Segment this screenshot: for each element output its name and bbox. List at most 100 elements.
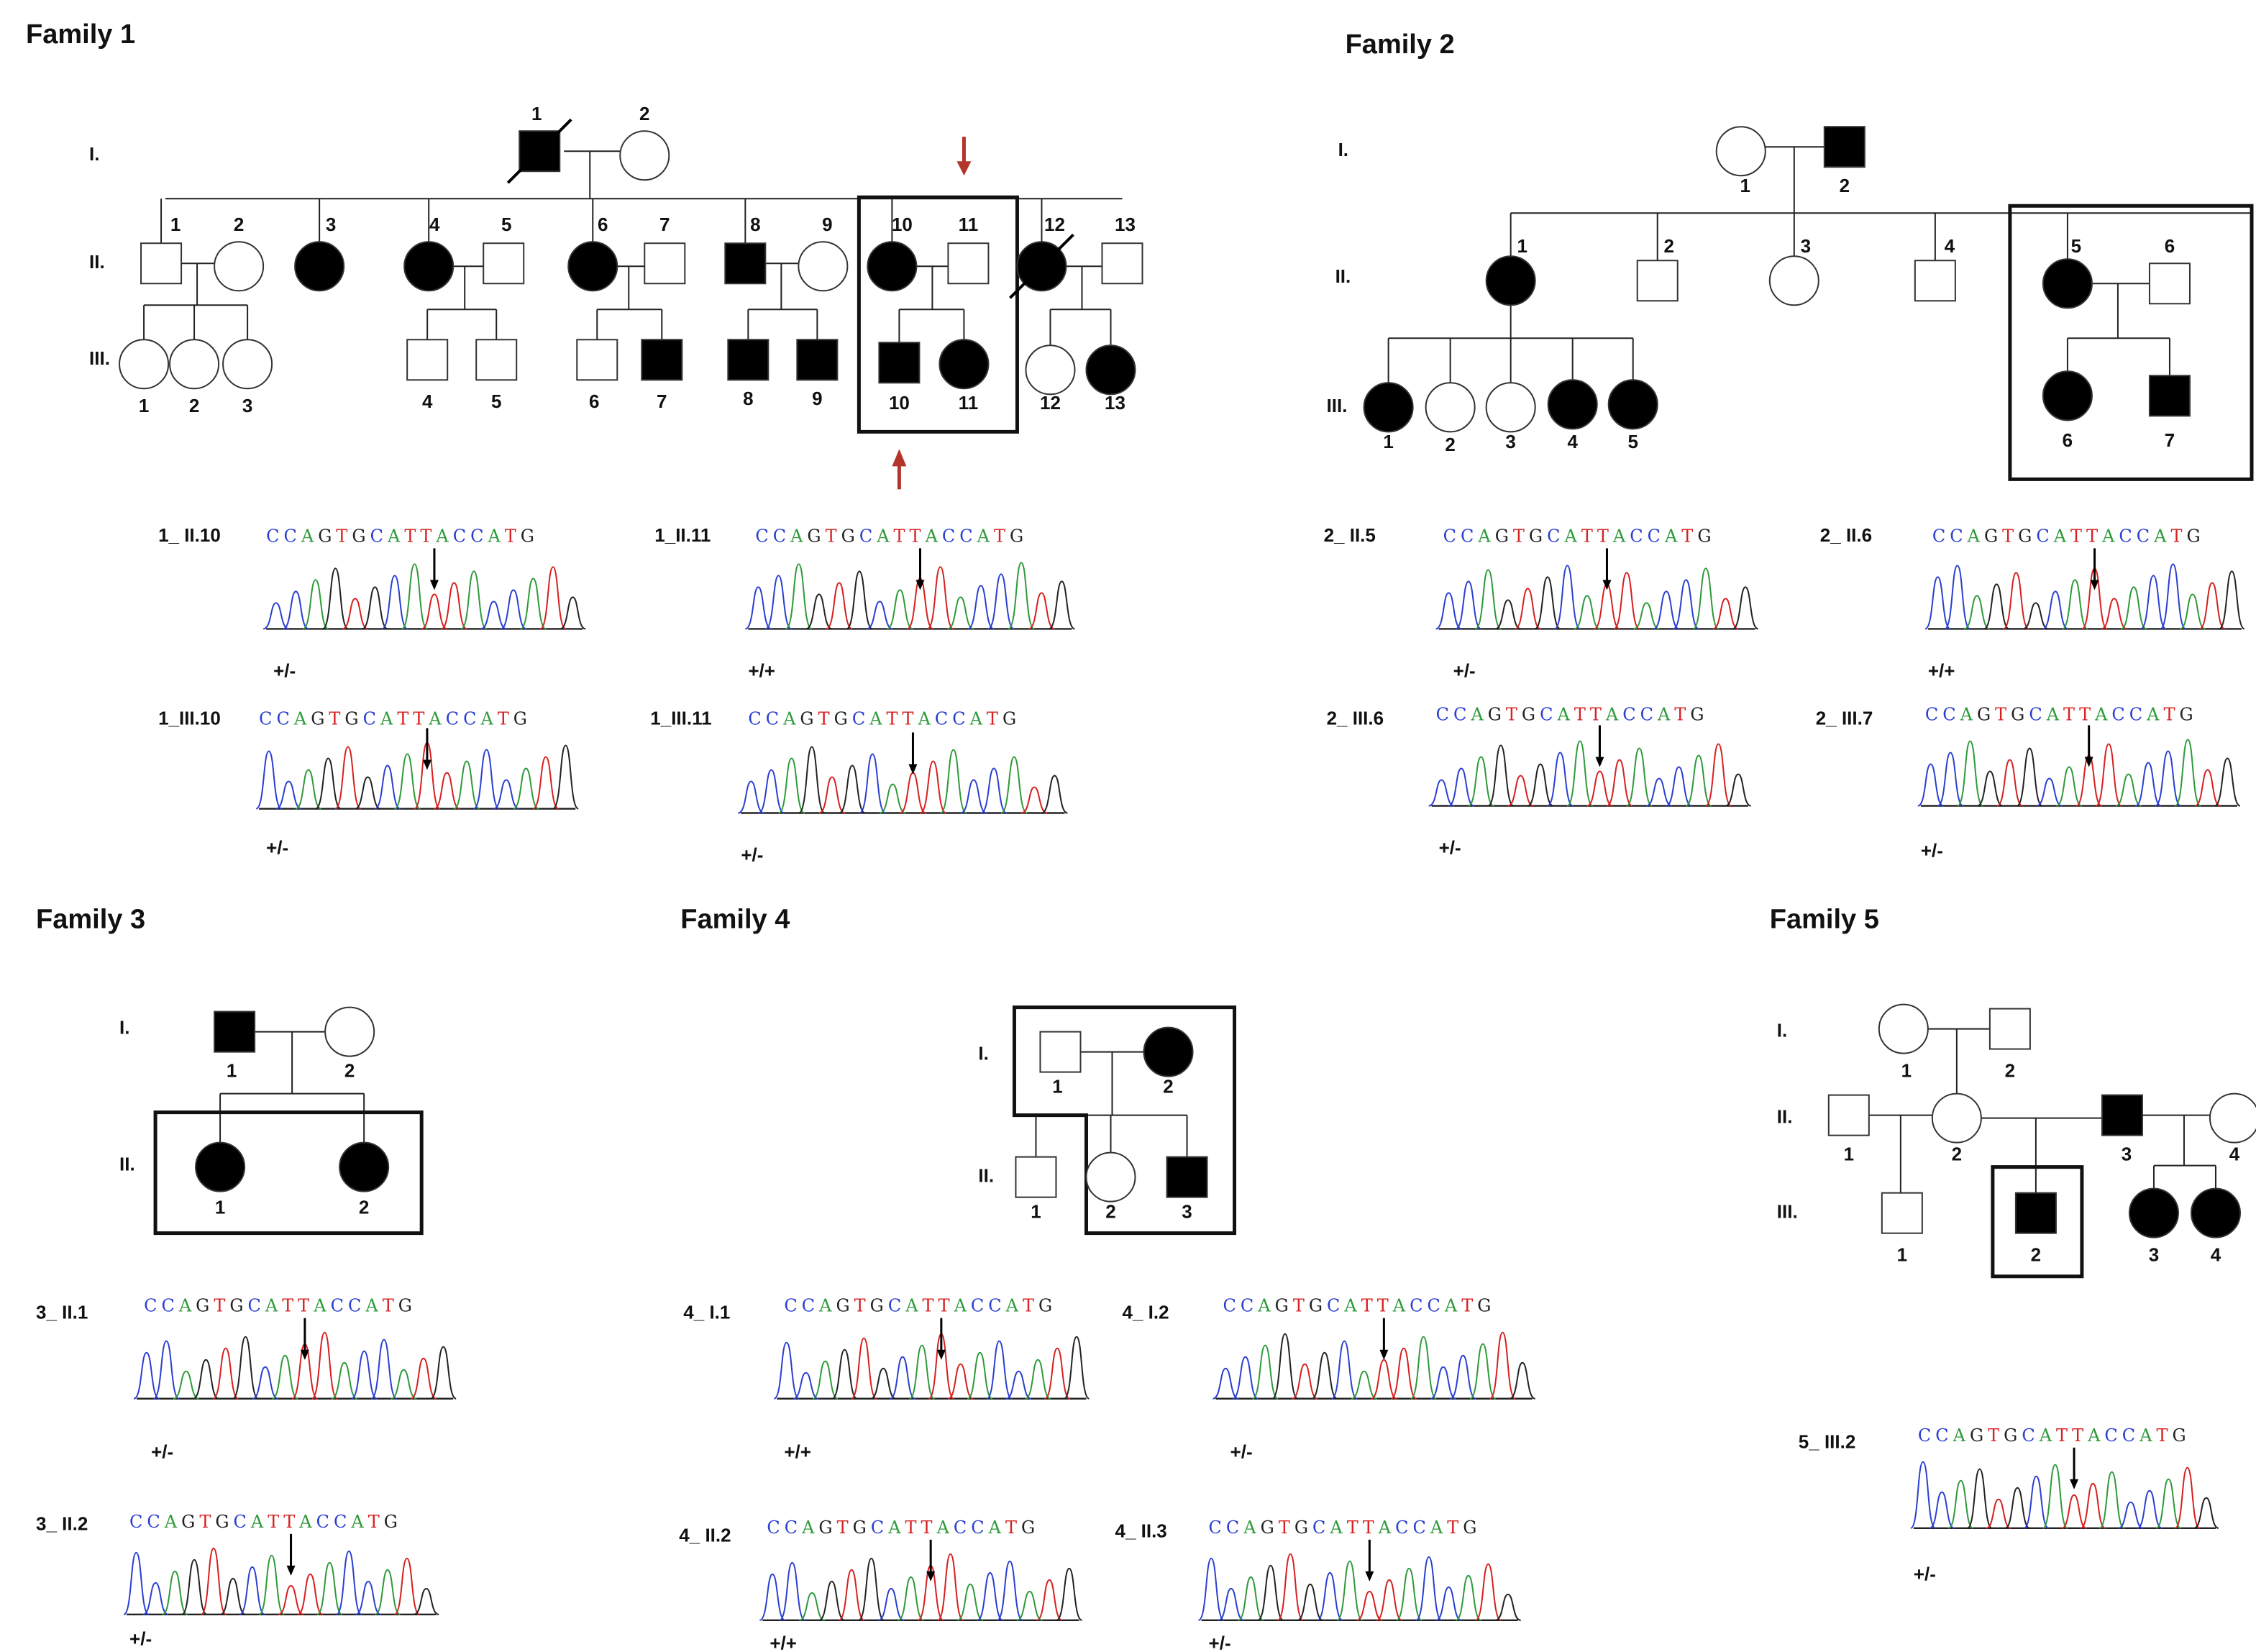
female bbox=[620, 131, 669, 180]
peak bbox=[2141, 575, 2166, 629]
peak bbox=[880, 784, 905, 813]
generation-label: II. bbox=[1335, 265, 1351, 287]
individual-number: 13 bbox=[1105, 392, 1125, 414]
female bbox=[404, 242, 453, 291]
chromatogram-panel: 4_ II.3CCAGTGCATTACCATG+/- bbox=[1115, 1517, 1520, 1652]
peak bbox=[1984, 584, 2009, 629]
individual-number: 2 bbox=[1445, 434, 1455, 455]
sample-label: 4_ I.2 bbox=[1122, 1302, 1169, 1323]
sequence: CCAGTGCATTACCATG bbox=[755, 526, 1028, 546]
peak bbox=[759, 1574, 785, 1620]
peak bbox=[335, 747, 361, 808]
variant-arrow-head bbox=[1595, 757, 1604, 767]
peak bbox=[1607, 759, 1632, 806]
peak bbox=[1713, 598, 1739, 629]
female bbox=[1770, 256, 1819, 305]
family-title: Family 4 bbox=[680, 905, 790, 935]
peak bbox=[1937, 752, 1963, 806]
male bbox=[483, 243, 524, 283]
peak bbox=[356, 1582, 381, 1615]
peak bbox=[961, 780, 987, 813]
peak bbox=[134, 1353, 160, 1399]
peak bbox=[298, 1574, 323, 1615]
peak bbox=[1706, 744, 1732, 806]
individual-number: 8 bbox=[743, 388, 753, 409]
peak bbox=[910, 1346, 935, 1399]
chromatogram-panel: 1_ II.10CCAGTGCATTACCATG+/- bbox=[158, 524, 585, 681]
peak bbox=[1297, 1584, 1323, 1620]
peak bbox=[786, 564, 812, 629]
female bbox=[1487, 383, 1535, 432]
peak bbox=[1930, 1492, 1954, 1528]
sample-label: 2_ II.5 bbox=[1324, 524, 1376, 546]
peak bbox=[1686, 755, 1712, 806]
peak bbox=[1272, 1334, 1298, 1399]
male bbox=[407, 339, 447, 380]
peak bbox=[2195, 770, 2221, 806]
peak bbox=[898, 1577, 924, 1620]
individual-number: 4 bbox=[422, 391, 433, 412]
peak bbox=[948, 1364, 973, 1399]
peak bbox=[173, 1372, 199, 1399]
peak bbox=[1476, 570, 1502, 629]
peak bbox=[819, 1582, 845, 1620]
peak bbox=[1634, 603, 1660, 629]
peak bbox=[296, 770, 321, 808]
peak bbox=[1017, 1592, 1043, 1620]
peak bbox=[2121, 587, 2146, 629]
individual-number: 1 bbox=[1901, 1059, 1912, 1081]
individual-number: 2 bbox=[344, 1059, 355, 1081]
individual-number: 1 bbox=[170, 214, 181, 235]
individual-number: 11 bbox=[959, 392, 979, 414]
peak bbox=[2194, 1498, 2219, 1528]
male bbox=[641, 339, 682, 380]
peak bbox=[2023, 603, 2048, 629]
peak bbox=[988, 574, 1014, 629]
individual-number: 2 bbox=[639, 103, 649, 124]
peak bbox=[1448, 768, 1474, 806]
peak bbox=[154, 1341, 180, 1399]
peak bbox=[1725, 774, 1751, 806]
peak bbox=[745, 587, 771, 629]
male bbox=[141, 243, 181, 283]
peak bbox=[1948, 1481, 1973, 1528]
sequence: CCAGTGCATTACCATG bbox=[1932, 526, 2205, 546]
genotype: +/+ bbox=[1928, 660, 1955, 681]
generation-label: III. bbox=[89, 347, 110, 369]
female bbox=[939, 339, 988, 388]
peak bbox=[1006, 1372, 1031, 1399]
individual-number: 12 bbox=[1044, 214, 1065, 235]
genotype: +/+ bbox=[784, 1441, 811, 1463]
variant-arrow-head bbox=[430, 580, 439, 590]
peak bbox=[938, 1554, 964, 1620]
peak bbox=[1292, 1364, 1318, 1399]
peak bbox=[540, 567, 566, 629]
female bbox=[223, 339, 272, 388]
chromatogram-panel: 2_ III.7CCAGTGCATTACCATG+/- bbox=[1816, 704, 2240, 861]
peak bbox=[1964, 595, 1989, 629]
peak bbox=[813, 1361, 838, 1399]
peak bbox=[533, 757, 559, 808]
individual-number: 9 bbox=[822, 214, 832, 235]
female bbox=[295, 242, 344, 291]
individual-number: 13 bbox=[1115, 214, 1136, 235]
peak bbox=[1253, 1346, 1279, 1399]
individual-number: 3 bbox=[2149, 1244, 2159, 1266]
pedigree: Family 1I.II.III.12123456789101112131234… bbox=[26, 19, 1142, 432]
peak bbox=[1693, 568, 1719, 629]
peak bbox=[273, 1356, 298, 1399]
male bbox=[1040, 1032, 1080, 1072]
genotype: +/- bbox=[1230, 1441, 1253, 1463]
peak bbox=[1317, 1573, 1343, 1620]
chromatogram-panel: 4_ II.2CCAGTGCATTACCATG+/+ bbox=[679, 1517, 1082, 1652]
peak bbox=[553, 745, 579, 808]
peak bbox=[1495, 600, 1521, 629]
male bbox=[1990, 1009, 2030, 1049]
genotype: +/+ bbox=[769, 1633, 797, 1652]
sample-label: 4_ II.3 bbox=[1115, 1520, 1166, 1542]
male bbox=[879, 342, 919, 383]
individual-number: 1 bbox=[1897, 1244, 1907, 1266]
individual-number: 3 bbox=[242, 395, 252, 416]
female bbox=[2129, 1189, 2178, 1238]
sample-label: 5_ III.2 bbox=[1799, 1431, 1856, 1453]
